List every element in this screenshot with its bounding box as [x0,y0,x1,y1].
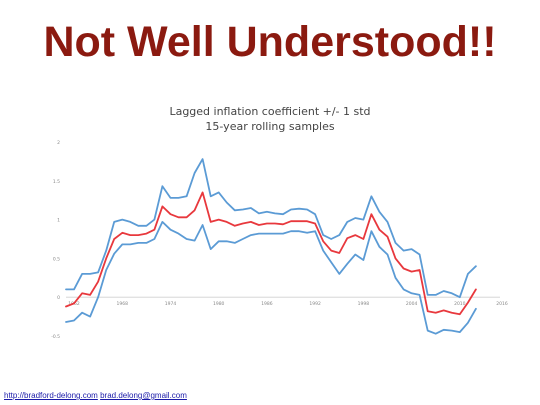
y-tick-label: -0.5 [51,334,60,340]
y-tick-label: 1 [57,218,60,224]
series-lines [65,158,477,335]
x-tick-label: 1998 [358,301,370,307]
series-line-upper [65,158,477,299]
x-axis-ticks: 1962 1968 1974 1980 1986 1992 1998 2004 2010 2016 [68,301,508,307]
x-tick-label: 1980 [213,301,225,307]
x-tick-label: 2004 [406,301,418,307]
series-line-lower [65,221,477,335]
footer: http://bradford-delong.com brad.delong@g… [4,391,187,400]
chart-title: Lagged inflation coefficient +/- 1 std [169,105,371,118]
chart-title-block: Lagged inflation coefficient +/- 1 std 1… [0,104,540,134]
y-tick-label: 0.5 [53,256,60,262]
x-tick-label: 1974 [165,301,177,307]
chart-subtitle: 15-year rolling samples [205,120,335,133]
y-axis-ticks: -0.5 0 0.5 1 1.5 2 [51,140,60,340]
y-tick-label: 0 [57,295,60,301]
x-tick-label: 1986 [261,301,273,307]
y-tick-label: 1.5 [53,179,60,185]
email-link[interactable]: brad.delong@gmail.com [100,391,187,400]
x-tick-label: 1992 [309,301,321,307]
series-line-center [65,191,477,316]
x-tick-label: 2010 [454,301,466,307]
x-tick-label: 2016 [496,301,508,307]
y-tick-label: 2 [57,140,60,146]
slide-title: Not Well Understood!! [43,18,497,66]
x-tick-label: 1968 [117,301,129,307]
website-link[interactable]: http://bradford-delong.com [4,391,98,400]
